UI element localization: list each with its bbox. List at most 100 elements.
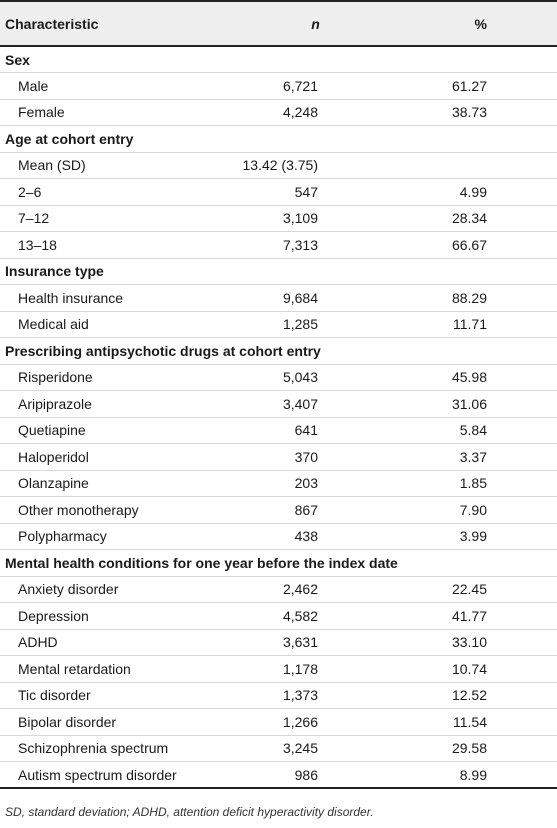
row-percent: 7.90 <box>374 496 557 524</box>
characteristics-table: Characteristic n % Sex Male 6,721 61.27 Fema… <box>0 0 557 789</box>
header-percent: % <box>374 0 557 47</box>
table-row: Aripiprazole 3,407 31.06 <box>0 390 557 418</box>
table-row: Autism spectrum disorder 986 8.99 <box>0 761 557 789</box>
row-label: Anxiety disorder <box>0 576 233 603</box>
table-row: 2–6 547 4.99 <box>0 178 557 206</box>
section-title: Sex <box>0 46 557 73</box>
row-n: 547 <box>233 178 374 206</box>
row-label: ADHD <box>0 629 233 656</box>
row-n: 1,285 <box>233 311 374 338</box>
row-n: 6,721 <box>233 72 374 100</box>
row-n: 1,373 <box>233 682 374 709</box>
section-row: Insurance type <box>0 258 557 285</box>
row-n: 641 <box>233 417 374 444</box>
row-label: Schizophrenia spectrum <box>0 735 233 762</box>
table-row: Medical aid 1,285 11.71 <box>0 311 557 338</box>
row-label: Risperidone <box>0 364 233 391</box>
section-title: Prescribing antipsychotic drugs at cohor… <box>0 337 557 365</box>
row-percent <box>374 152 557 179</box>
section-title: Insurance type <box>0 258 557 285</box>
row-label: Quetiapine <box>0 417 233 444</box>
table-row: Polypharmacy 438 3.99 <box>0 523 557 550</box>
table-row: Female 4,248 38.73 <box>0 99 557 126</box>
row-label: Tic disorder <box>0 682 233 709</box>
section-title: Age at cohort entry <box>0 125 557 153</box>
table-row: Schizophrenia spectrum 3,245 29.58 <box>0 735 557 762</box>
table-row: Quetiapine 641 5.84 <box>0 417 557 444</box>
row-percent: 31.06 <box>374 390 557 418</box>
row-n: 867 <box>233 496 374 524</box>
row-n: 3,245 <box>233 735 374 762</box>
table-row: Mean (SD) 13.42 (3.75) <box>0 152 557 179</box>
table-row: Health insurance 9,684 88.29 <box>0 284 557 312</box>
row-percent: 41.77 <box>374 602 557 630</box>
row-n: 986 <box>233 761 374 789</box>
header-characteristic: Characteristic <box>0 0 233 47</box>
row-label: Bipolar disorder <box>0 708 233 736</box>
row-n: 3,631 <box>233 629 374 656</box>
row-percent: 28.34 <box>374 205 557 232</box>
row-label: Mean (SD) <box>0 152 233 179</box>
row-percent: 10.74 <box>374 655 557 683</box>
section-row: Sex <box>0 46 557 73</box>
row-percent: 45.98 <box>374 364 557 391</box>
header-n: n <box>233 0 374 47</box>
table-row: Anxiety disorder 2,462 22.45 <box>0 576 557 603</box>
row-percent: 33.10 <box>374 629 557 656</box>
table-row: ADHD 3,631 33.10 <box>0 629 557 656</box>
row-percent: 3.99 <box>374 523 557 550</box>
row-label: Polypharmacy <box>0 523 233 550</box>
row-label: 13–18 <box>0 231 233 259</box>
row-n: 7,313 <box>233 231 374 259</box>
row-n: 3,109 <box>233 205 374 232</box>
table-header: Characteristic n % <box>0 0 557 47</box>
table-row: Tic disorder 1,373 12.52 <box>0 682 557 709</box>
table-row: Olanzapine 203 1.85 <box>0 470 557 497</box>
row-percent: 61.27 <box>374 72 557 100</box>
section-title: Mental health conditions for one year be… <box>0 549 557 577</box>
row-percent: 22.45 <box>374 576 557 603</box>
row-n: 3,407 <box>233 390 374 418</box>
table-row: Haloperidol 370 3.37 <box>0 443 557 471</box>
row-label: Depression <box>0 602 233 630</box>
row-percent: 88.29 <box>374 284 557 312</box>
row-percent: 38.73 <box>374 99 557 126</box>
section-row: Mental health conditions for one year be… <box>0 549 557 577</box>
row-n: 9,684 <box>233 284 374 312</box>
row-n: 4,248 <box>233 99 374 126</box>
row-percent: 5.84 <box>374 417 557 444</box>
table-row: Bipolar disorder 1,266 11.54 <box>0 708 557 736</box>
row-n: 2,462 <box>233 576 374 603</box>
row-n: 438 <box>233 523 374 550</box>
row-n: 13.42 (3.75) <box>233 152 374 179</box>
row-percent: 11.71 <box>374 311 557 338</box>
row-n: 370 <box>233 443 374 471</box>
row-n: 4,582 <box>233 602 374 630</box>
row-label: Medical aid <box>0 311 233 338</box>
table-row: Depression 4,582 41.77 <box>0 602 557 630</box>
row-label: Mental retardation <box>0 655 233 683</box>
row-percent: 12.52 <box>374 682 557 709</box>
row-n: 1,266 <box>233 708 374 736</box>
table-row: 13–18 7,313 66.67 <box>0 231 557 259</box>
table-footnote: SD, standard deviation; ADHD, attention … <box>5 805 374 819</box>
row-percent: 29.58 <box>374 735 557 762</box>
row-n: 1,178 <box>233 655 374 683</box>
section-row: Prescribing antipsychotic drugs at cohor… <box>0 337 557 365</box>
table-row: 7–12 3,109 28.34 <box>0 205 557 232</box>
table-row: Other monotherapy 867 7.90 <box>0 496 557 524</box>
row-label: Autism spectrum disorder <box>0 761 233 789</box>
row-label: Olanzapine <box>0 470 233 497</box>
row-label: 7–12 <box>0 205 233 232</box>
row-label: Other monotherapy <box>0 496 233 524</box>
row-percent: 1.85 <box>374 470 557 497</box>
row-percent: 11.54 <box>374 708 557 736</box>
table-row: Mental retardation 1,178 10.74 <box>0 655 557 683</box>
row-percent: 8.99 <box>374 761 557 789</box>
row-percent: 4.99 <box>374 178 557 206</box>
row-percent: 3.37 <box>374 443 557 471</box>
section-row: Age at cohort entry <box>0 125 557 153</box>
row-label: Haloperidol <box>0 443 233 471</box>
row-n: 203 <box>233 470 374 497</box>
